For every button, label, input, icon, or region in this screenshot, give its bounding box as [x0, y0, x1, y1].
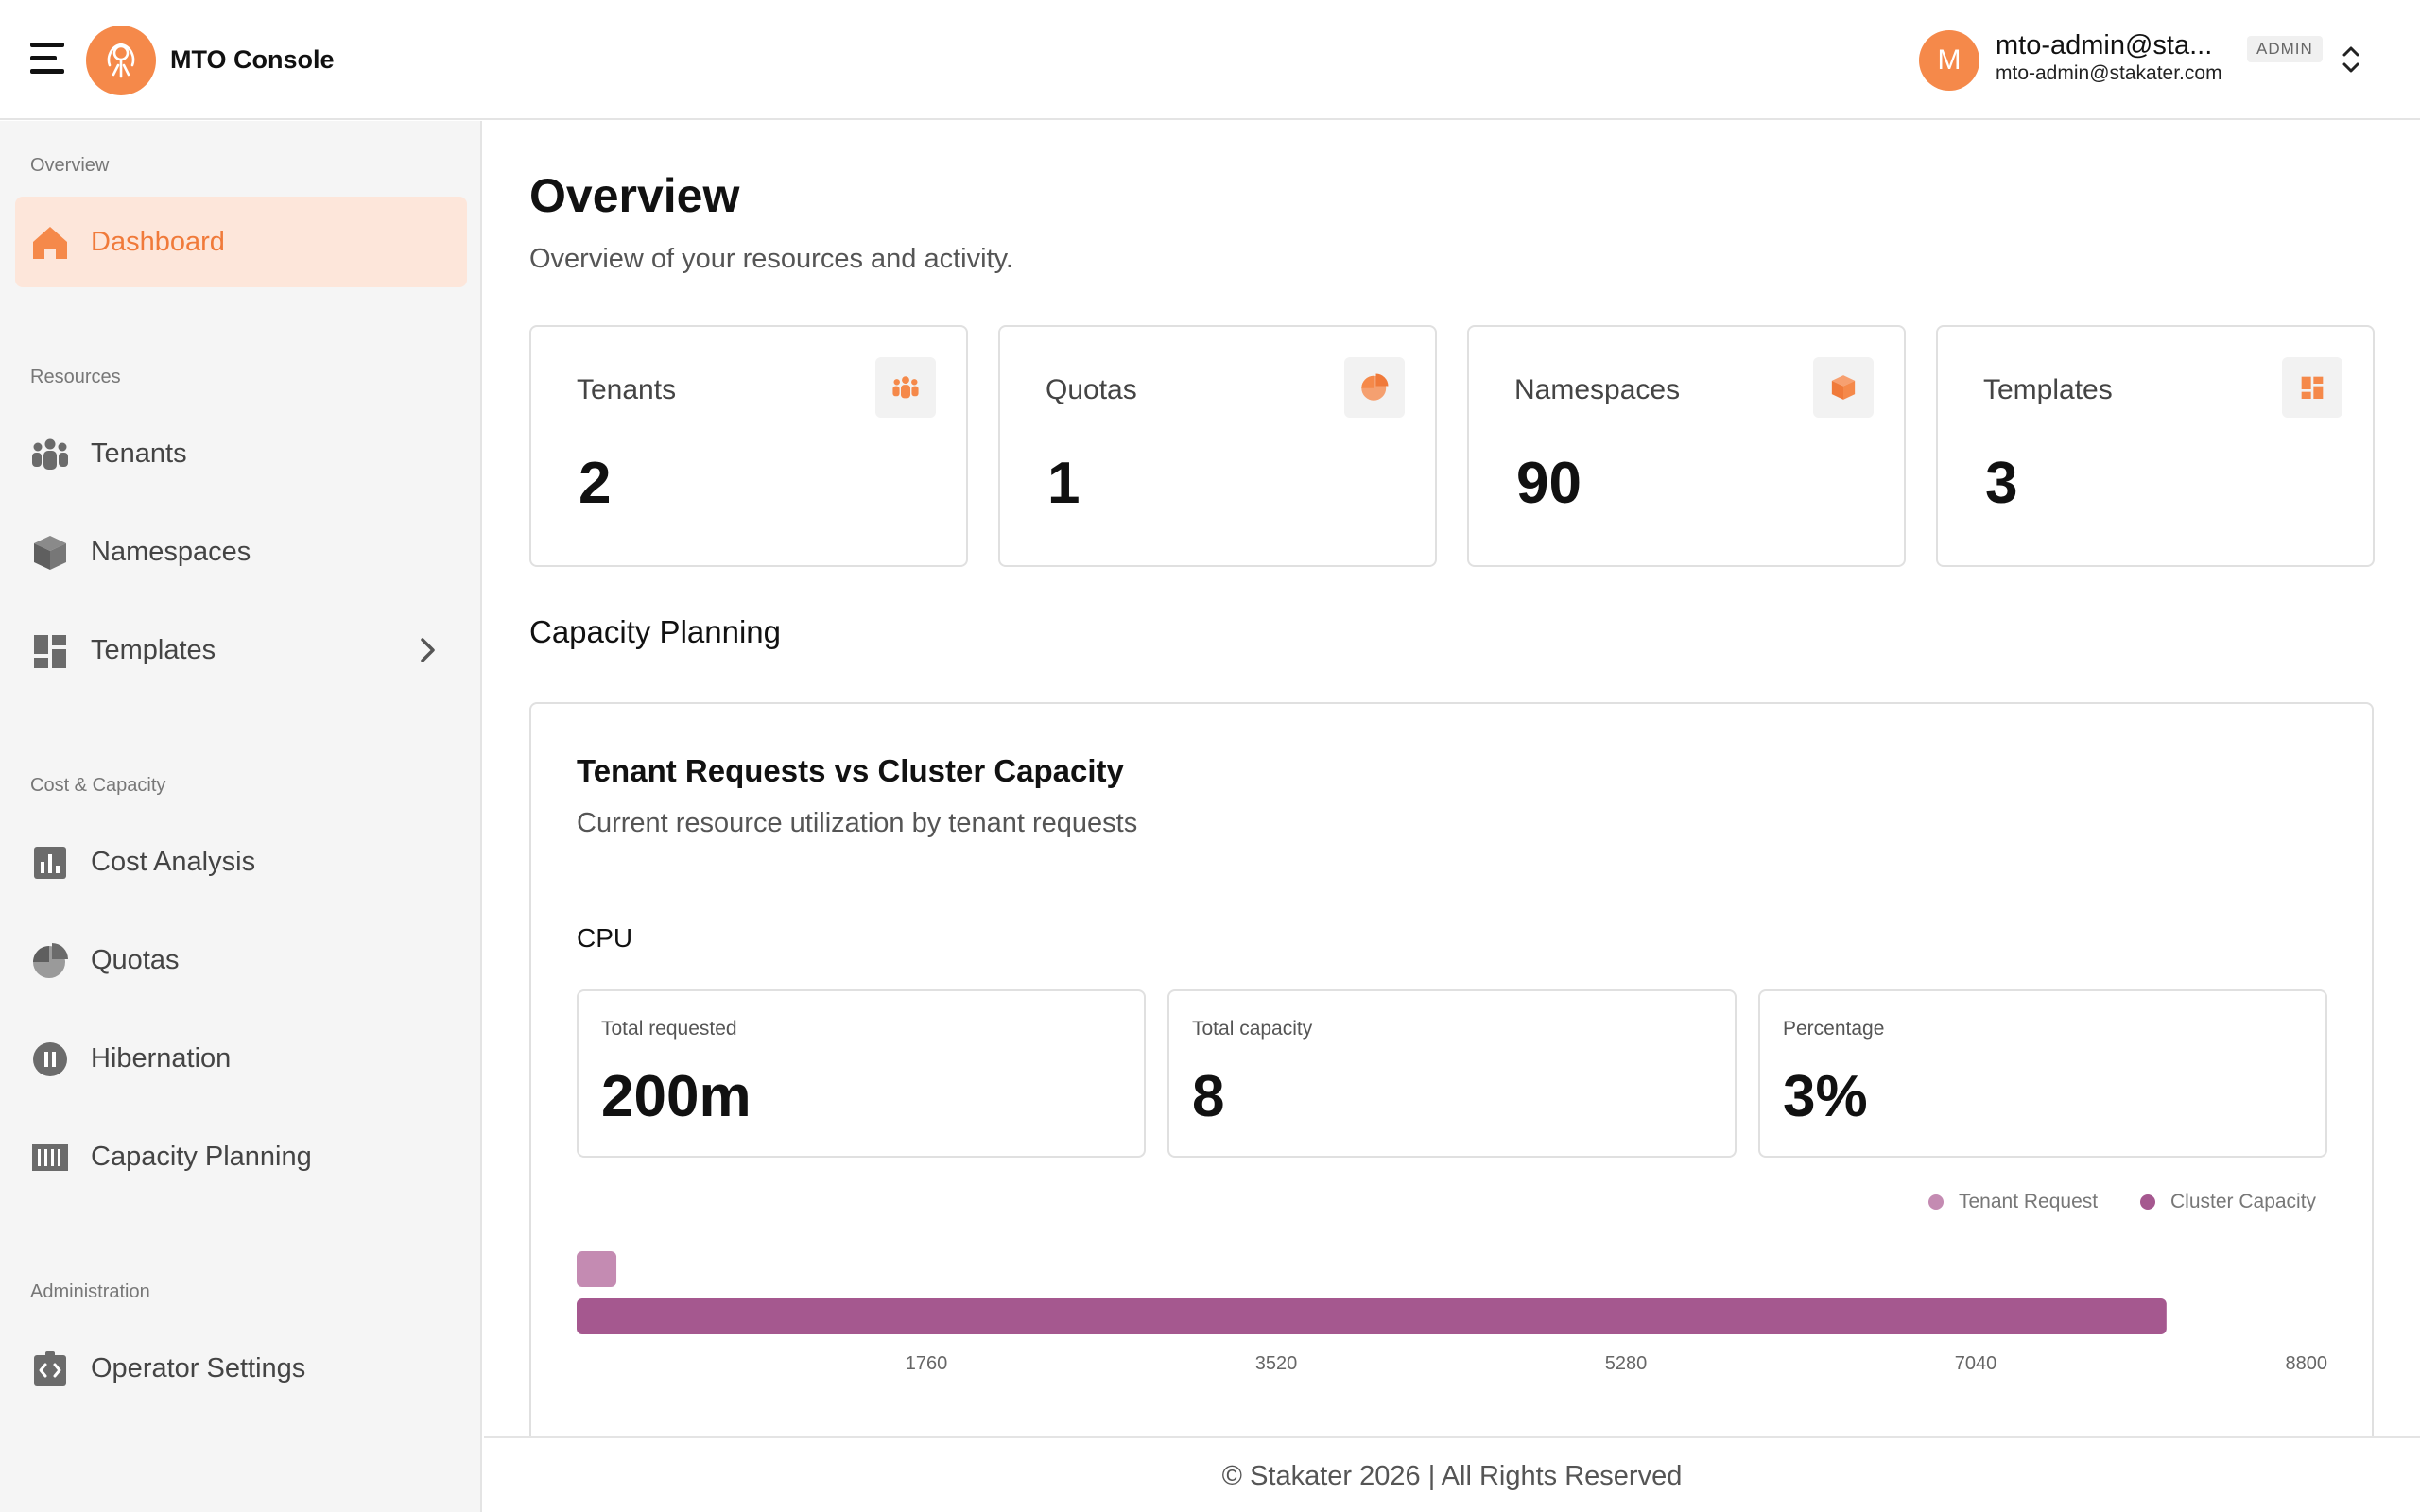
bar-chart-icon: [34, 847, 66, 879]
page-title: Overview: [529, 169, 740, 222]
sidebar-item-label: Hibernation: [91, 1042, 232, 1074]
sidebar-item-dashboard[interactable]: Dashboard: [15, 197, 467, 287]
resource-label: CPU: [577, 923, 633, 953]
stat-card-templates[interactable]: Templates 3: [1936, 325, 2375, 567]
stat-label: Tenants: [577, 374, 677, 405]
sidebar-item-label: Templates: [91, 634, 216, 665]
metric-total-requested: Total requested 200m: [577, 989, 1146, 1158]
pie-chart-icon: [1344, 357, 1405, 418]
sidebar-item-capacity-planning[interactable]: Capacity Planning: [15, 1111, 467, 1202]
sidebar-section-resources: Resources: [30, 367, 121, 387]
metric-percentage: Percentage 3%: [1758, 989, 2327, 1158]
bar-tenant-request[interactable]: [577, 1251, 617, 1287]
sidebar-item-label: Operator Settings: [91, 1352, 306, 1383]
pie-chart-icon: [33, 943, 68, 978]
stat-card-namespaces[interactable]: Namespaces 90: [1467, 325, 1906, 567]
chart-legend-item-tenant-request[interactable]: Tenant Request: [1928, 1188, 2098, 1216]
sidebar-item-quotas[interactable]: Quotas: [15, 915, 467, 1005]
group-icon: [32, 438, 68, 470]
stat-card-tenants[interactable]: Tenants 2: [529, 325, 968, 567]
metric-value: 8: [1192, 1064, 1225, 1129]
sidebar-item-label: Cost Analysis: [91, 846, 256, 877]
stat-label: Namespaces: [1514, 374, 1681, 405]
x-tick-label: 1760: [906, 1353, 948, 1374]
legend-label: Cluster Capacity: [2170, 1191, 2317, 1212]
chevron-right-icon[interactable]: [412, 635, 442, 665]
role-badge: ADMIN: [2247, 36, 2323, 62]
stat-label: Templates: [1983, 374, 2113, 405]
legend-dot: [2140, 1194, 2155, 1210]
user-email: mto-admin@stakater.com: [1996, 62, 2222, 84]
metric-label: Percentage: [1783, 1018, 1885, 1040]
app-logo: [86, 26, 156, 95]
metric-label: Total requested: [601, 1018, 737, 1040]
menu-toggle-icon[interactable]: [30, 43, 64, 75]
dashboard-grid-icon: [34, 635, 66, 668]
legend-dot: [1928, 1194, 1944, 1210]
card-title: Tenant Requests vs Cluster Capacity: [577, 753, 1124, 788]
stat-value: 1: [1047, 451, 1080, 516]
sidebar-item-cost-analysis[interactable]: Cost Analysis: [15, 816, 467, 907]
sidebar-item-label: Tenants: [91, 438, 187, 469]
sidebar-item-label: Quotas: [91, 944, 180, 975]
sidebar-section-administration: Administration: [30, 1281, 150, 1302]
bar-cluster-capacity[interactable]: [577, 1298, 2167, 1334]
chart-legend-item-cluster-capacity[interactable]: Cluster Capacity: [2140, 1188, 2316, 1216]
cube-icon: [1813, 357, 1874, 418]
stat-value: 3: [1985, 451, 2018, 516]
sidebar: Overview Dashboard Resources Tenants Nam…: [0, 121, 482, 1512]
x-tick-label: 8800: [2286, 1353, 2328, 1374]
stat-value: 90: [1516, 451, 1582, 516]
sidebar-section-cost-capacity: Cost & Capacity: [30, 775, 166, 796]
sidebar-item-label: Capacity Planning: [91, 1141, 312, 1172]
stat-value: 2: [579, 451, 612, 516]
dashboard-grid-icon: [2282, 357, 2342, 418]
sidebar-item-hibernation[interactable]: Hibernation: [15, 1013, 467, 1104]
metric-label: Total capacity: [1192, 1018, 1313, 1040]
sidebar-item-label: Namespaces: [91, 536, 251, 567]
top-header: MTO Console M mto-admin@sta... mto-admin…: [0, 0, 2420, 120]
metric-value: 3%: [1783, 1064, 1868, 1129]
stat-label: Quotas: [1046, 374, 1137, 405]
user-name: mto-admin@sta...: [1996, 30, 2213, 60]
stat-card-quotas[interactable]: Quotas 1: [998, 325, 1437, 567]
sidebar-item-namespaces[interactable]: Namespaces: [15, 507, 467, 597]
sidebar-item-operator-settings[interactable]: Operator Settings: [15, 1323, 467, 1414]
legend-label: Tenant Request: [1959, 1191, 2099, 1212]
x-tick-label: 3520: [1255, 1353, 1298, 1374]
sidebar-section-overview: Overview: [30, 155, 110, 176]
pause-icon: [33, 1042, 67, 1076]
sidebar-item-templates[interactable]: Templates: [15, 605, 467, 696]
section-title-capacity-planning: Capacity Planning: [529, 614, 781, 649]
sidebar-item-tenants[interactable]: Tenants: [15, 408, 467, 499]
card-subtitle: Current resource utilization by tenant r…: [577, 808, 1138, 838]
cpu-capacity-chart: 1760 3520 5280 7040 8800: [577, 1251, 2328, 1374]
cube-icon: [34, 536, 66, 570]
barcode-icon: [32, 1144, 68, 1171]
x-tick-label: 7040: [1955, 1353, 1997, 1374]
capacity-card: Tenant Requests vs Cluster Capacity Curr…: [529, 702, 2374, 1439]
page-subtitle: Overview of your resources and activity.: [529, 244, 1013, 274]
footer: © Stakater 2026 | All Rights Reserved: [484, 1436, 2420, 1512]
group-icon: [875, 357, 936, 418]
x-tick-label: 5280: [1605, 1353, 1648, 1374]
sidebar-item-label: Dashboard: [91, 226, 225, 257]
home-icon: [33, 227, 67, 259]
user-menu-toggle-icon[interactable]: [2337, 43, 2365, 76]
metric-total-capacity: Total capacity 8: [1167, 989, 1737, 1158]
app-title: MTO Console: [170, 45, 335, 74]
user-avatar[interactable]: M: [1919, 30, 1979, 91]
metric-value: 200m: [601, 1064, 752, 1129]
settings-code-icon: [34, 1351, 66, 1386]
